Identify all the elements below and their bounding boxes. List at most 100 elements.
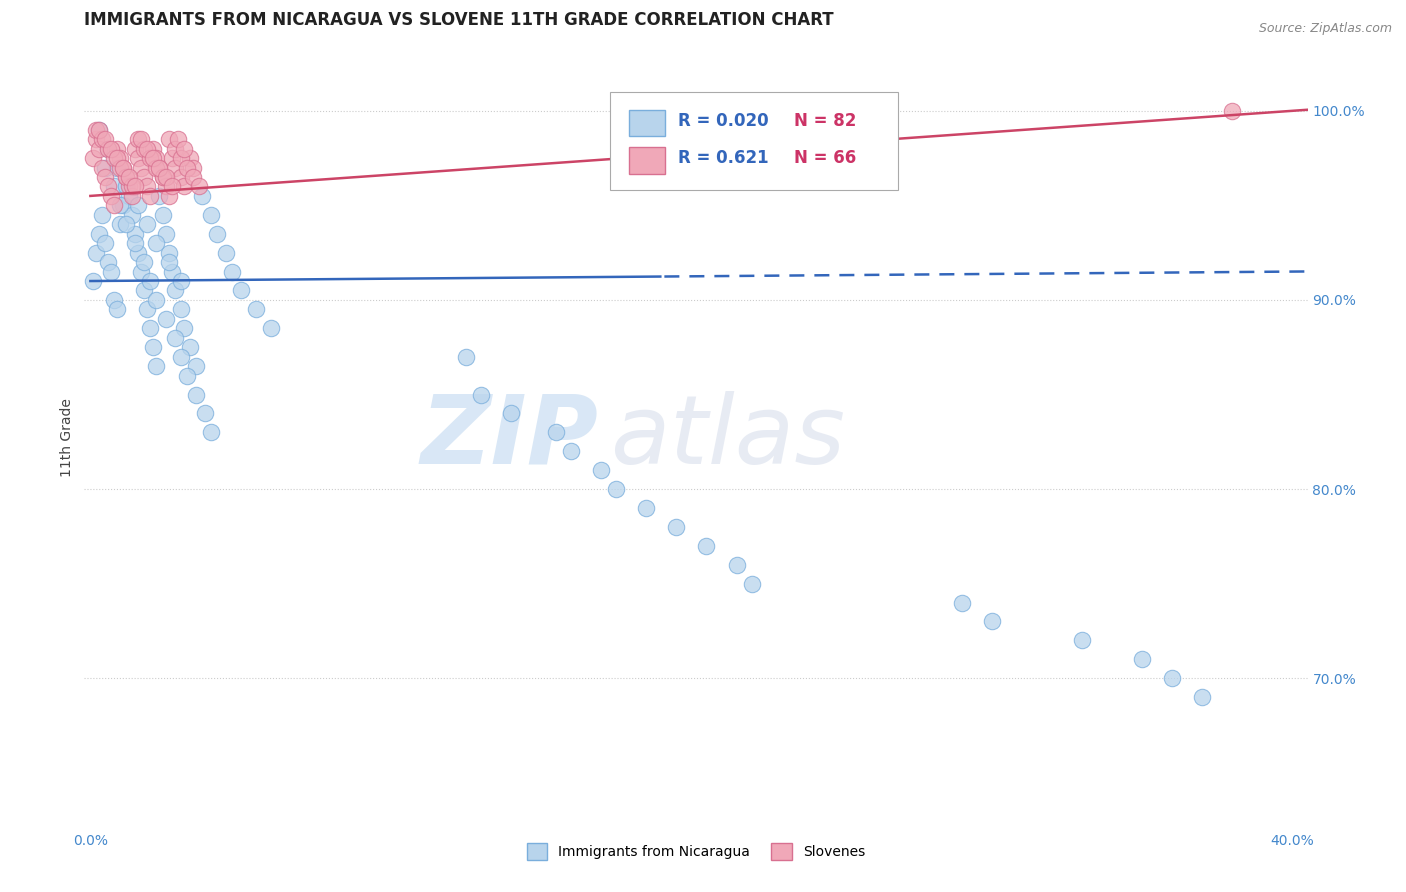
Point [110, 217, 132, 231]
Point [86, 132, 108, 146]
Point [591, 463, 613, 477]
Point [560, 444, 582, 458]
Point [115, 217, 138, 231]
Point [118, 179, 141, 194]
Point [107, 142, 129, 156]
Point [157, 245, 180, 260]
Point [131, 132, 153, 146]
Point [148, 189, 170, 203]
Point [118, 169, 141, 184]
Point [214, 245, 236, 260]
Point [94, 161, 117, 175]
Point [142, 151, 165, 165]
Point [190, 189, 212, 203]
Point [139, 321, 162, 335]
Point [229, 284, 252, 298]
Point [86, 245, 108, 260]
Point [91, 208, 114, 222]
Point [145, 293, 167, 307]
Point [97, 255, 120, 269]
Text: N = 66: N = 66 [794, 150, 856, 168]
Text: ZIP: ZIP [420, 391, 598, 483]
Point [97, 142, 120, 156]
Point [131, 264, 153, 278]
Point [1222, 103, 1244, 118]
Point [200, 208, 222, 222]
Point [112, 198, 135, 212]
Point [1191, 690, 1213, 705]
Point [97, 179, 120, 194]
FancyBboxPatch shape [628, 110, 665, 136]
Point [173, 321, 195, 335]
Point [163, 142, 186, 156]
Point [160, 151, 183, 165]
Point [110, 198, 132, 212]
Point [127, 245, 149, 260]
Point [124, 227, 146, 241]
Point [155, 169, 177, 184]
Point [155, 311, 177, 326]
Point [725, 558, 748, 572]
Point [89, 122, 111, 136]
Point [136, 217, 159, 231]
Point [245, 302, 267, 317]
Point [115, 179, 138, 194]
Point [107, 161, 129, 175]
Point [160, 179, 183, 194]
Point [139, 274, 162, 288]
Point [100, 264, 122, 278]
Point [103, 293, 125, 307]
Point [115, 169, 138, 184]
Point [110, 151, 132, 165]
Point [86, 122, 108, 136]
Point [134, 142, 156, 156]
Point [145, 236, 167, 251]
Point [127, 198, 149, 212]
Point [260, 321, 283, 335]
Point [169, 302, 191, 317]
Point [454, 350, 477, 364]
Point [91, 161, 114, 175]
Point [1071, 633, 1094, 648]
Point [115, 179, 138, 194]
Point [110, 161, 132, 175]
Point [145, 161, 167, 175]
Point [200, 425, 222, 440]
Point [205, 227, 228, 241]
Point [546, 425, 568, 440]
Point [145, 151, 167, 165]
Point [134, 255, 156, 269]
Point [89, 227, 111, 241]
Point [184, 387, 207, 401]
Point [89, 142, 111, 156]
Point [131, 161, 153, 175]
Point [124, 142, 146, 156]
Point [124, 179, 146, 194]
Text: N = 82: N = 82 [794, 112, 856, 129]
Point [100, 189, 122, 203]
Point [112, 161, 135, 175]
Point [1161, 671, 1184, 685]
Text: R = 0.621: R = 0.621 [678, 150, 768, 168]
Point [470, 387, 492, 401]
Point [82, 274, 104, 288]
Point [94, 236, 117, 251]
Point [97, 142, 120, 156]
Point [121, 189, 143, 203]
Point [142, 340, 165, 354]
Point [91, 132, 114, 146]
Point [157, 132, 180, 146]
Point [127, 132, 149, 146]
Point [950, 596, 973, 610]
Point [115, 169, 138, 184]
Point [501, 406, 523, 420]
Point [155, 179, 177, 194]
Point [194, 406, 217, 420]
Text: R = 0.020: R = 0.020 [678, 112, 768, 129]
Point [112, 161, 135, 175]
Point [173, 179, 195, 194]
Point [157, 189, 180, 203]
Point [107, 302, 129, 317]
Point [176, 368, 198, 383]
Point [121, 208, 143, 222]
